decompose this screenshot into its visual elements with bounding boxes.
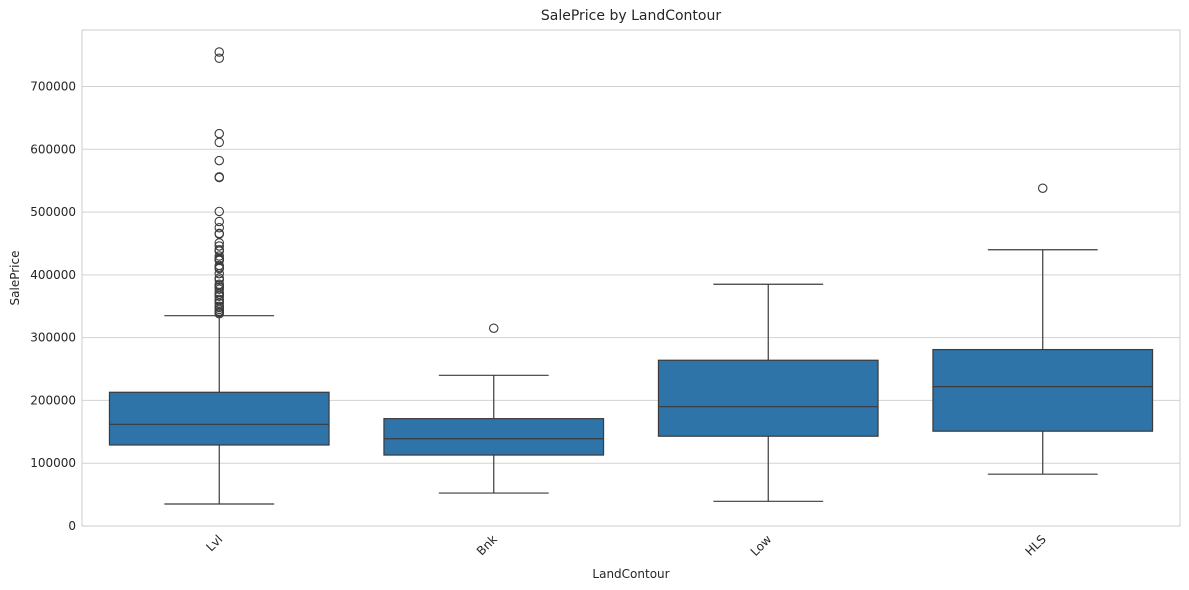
outlier-point xyxy=(214,223,225,233)
outlier-point xyxy=(214,309,225,319)
outlier-point xyxy=(214,291,225,301)
outlier-point xyxy=(214,53,225,64)
outlier-point xyxy=(214,241,225,251)
outlier-point xyxy=(214,268,225,279)
y-tick-label: 200000 xyxy=(30,393,76,407)
iqr-box xyxy=(108,391,330,446)
y-tick-label: 100000 xyxy=(30,456,76,470)
outlier-point xyxy=(214,155,225,166)
outlier-point xyxy=(214,206,225,217)
y-axis-title: SalePrice xyxy=(8,251,22,306)
y-tick-label: 0 xyxy=(68,519,76,533)
y-tick-label: 600000 xyxy=(30,142,76,156)
outlier-point xyxy=(214,172,225,183)
box-hls xyxy=(932,183,1154,475)
y-tick-label: 400000 xyxy=(30,268,76,282)
y-tick-label: 300000 xyxy=(30,331,76,345)
box-plots xyxy=(108,47,1154,505)
outlier-point xyxy=(1038,183,1048,193)
y-tick-label: 700000 xyxy=(30,80,76,94)
outlier-point xyxy=(214,47,225,57)
y-axis-ticks: 0 100000 200000 300000 400000 500000 600000 700… xyxy=(30,80,76,533)
outlier-point xyxy=(214,275,225,285)
chart-title: SalePrice by LandContour xyxy=(541,8,721,24)
iqr-box xyxy=(657,359,879,437)
outlier-point xyxy=(214,284,225,295)
y-tick-label: 500000 xyxy=(30,205,76,219)
box-low xyxy=(657,283,879,502)
outlier-point xyxy=(214,251,225,261)
x-axis-title: LandContour xyxy=(592,567,669,581)
box-bnk xyxy=(383,323,605,494)
iqr-box xyxy=(932,348,1154,432)
outlier-point xyxy=(488,323,499,333)
outlier-point xyxy=(214,137,225,148)
plot-area-frame xyxy=(81,29,1181,527)
outlier-point xyxy=(214,216,225,227)
box-lvl xyxy=(108,47,330,505)
outlier-point xyxy=(214,263,225,274)
iqr-box xyxy=(383,418,605,456)
